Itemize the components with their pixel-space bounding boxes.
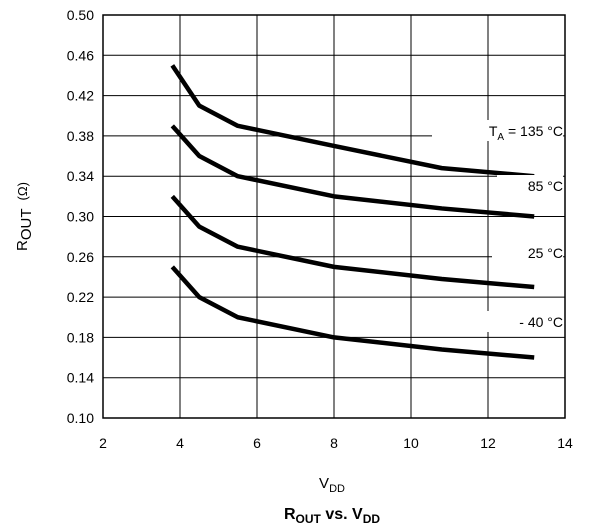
series-line-2: [170, 194, 535, 290]
chart-title-mid: vs. V: [321, 506, 363, 523]
y-axis-label-sub: OUT: [18, 208, 35, 240]
series-label-name: 135 °C: [520, 123, 563, 139]
series-line-0: [170, 64, 535, 179]
chart-title-main-sub: OUT: [296, 512, 322, 526]
plot-frame: [102, 14, 566, 419]
y-axis-label-unit: (Ω): [15, 182, 30, 200]
x-axis-label-sub: DD: [329, 483, 345, 495]
x-tick-label: 2: [99, 435, 107, 451]
x-tick-label: 6: [253, 435, 261, 451]
series-label-background: [487, 311, 563, 332]
series-label-background: [432, 120, 563, 141]
y-tick-label: 0.42: [67, 88, 94, 104]
x-tick-label: 4: [176, 435, 184, 451]
chart-title: ROUT vs. VDD: [284, 506, 380, 526]
series-label-name: 25 °C: [528, 245, 563, 261]
chart-title-main: R: [284, 506, 296, 523]
x-tick-label: 14: [557, 435, 573, 451]
y-tick-label: 0.34: [67, 168, 94, 184]
y-tick-label: 0.26: [67, 249, 94, 265]
y-tick-label: 0.30: [67, 209, 94, 225]
series-label-1: 85 °C: [528, 178, 563, 194]
series-label-name: - 40 °C: [519, 314, 563, 330]
y-tick-label: 0.14: [67, 370, 94, 386]
x-tick-labels: 2 4 6 8 10 12 14: [99, 435, 573, 451]
x-tick-label: 10: [403, 435, 419, 451]
y-tick-label: 0.18: [67, 329, 94, 345]
series-label-name: 85 °C: [528, 178, 563, 194]
series-labels: TA = 135 °C 85 °C 25 °C - 40 °C: [432, 120, 563, 332]
x-axis-label-main: V: [319, 475, 329, 492]
y-tick-label: 0.50: [67, 7, 94, 23]
series-label-background: [492, 242, 563, 263]
y-tick-label: 0.46: [67, 47, 94, 63]
series-label-prefix: T: [489, 123, 498, 139]
y-tick-label: 0.10: [67, 410, 94, 426]
y-tick-labels: 0.10 0.14 0.18 0.22 0.26 0.30 0.34 0.38 0.42 0.46…: [67, 7, 94, 426]
series-label-0: TA = 135 °C: [489, 123, 563, 143]
series-label-background: [497, 175, 563, 196]
series-line-1: [170, 124, 535, 219]
y-axis-label-main: R: [14, 240, 31, 251]
series-label-prefix-sub: A: [497, 132, 504, 143]
y-axis-label: ROUT (Ω): [14, 182, 35, 251]
x-axis-label: VDD: [319, 475, 345, 495]
series-line-3: [170, 265, 535, 360]
series-lines: [170, 64, 535, 360]
x-tick-label: 12: [480, 435, 496, 451]
series-label-eq: =: [504, 123, 520, 139]
y-tick-label: 0.38: [67, 128, 94, 144]
y-tick-label: 0.22: [67, 289, 94, 305]
x-tick-label: 8: [330, 435, 338, 451]
chart-title-end-sub: DD: [363, 512, 381, 526]
grid: [102, 14, 566, 419]
series-label-2: 25 °C: [528, 245, 563, 261]
series-label-3: - 40 °C: [519, 314, 563, 330]
